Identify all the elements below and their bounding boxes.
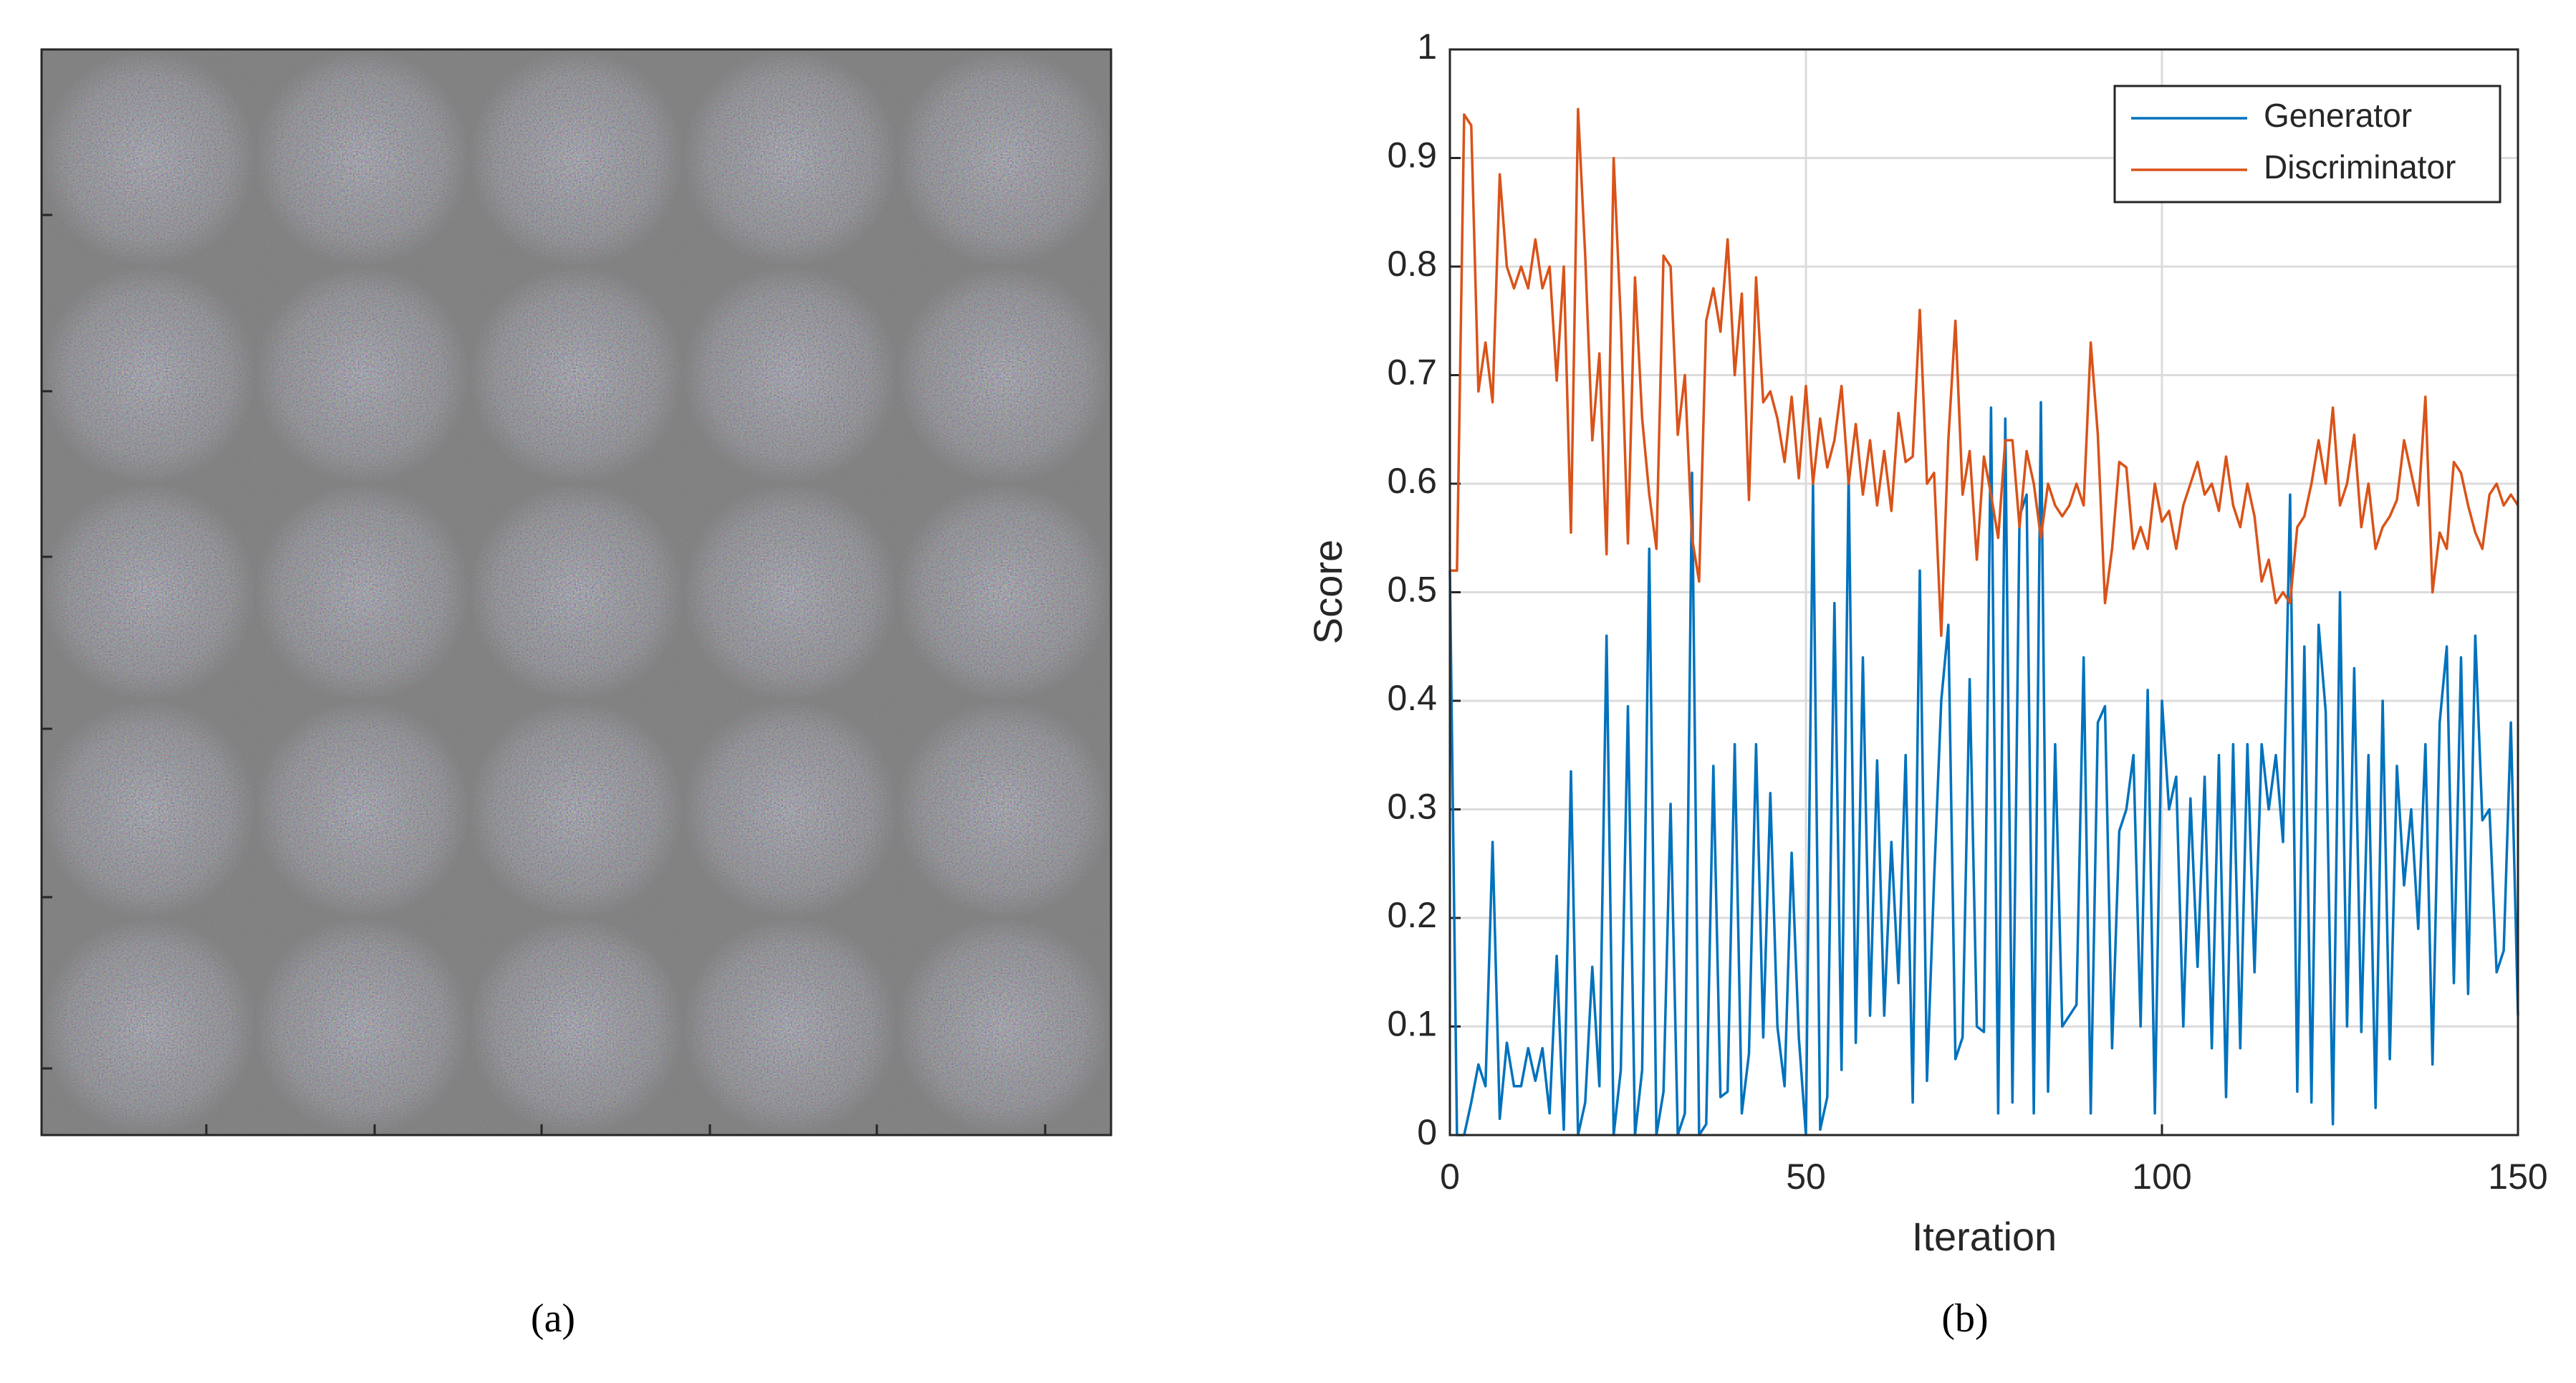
data-line: [1448, 401, 2519, 1136]
y-axis-label: Score: [1305, 540, 1350, 644]
y-tick-label: 0.8: [1387, 244, 1437, 284]
image-ticks: [42, 214, 1047, 1135]
legend: Generator Discriminator: [2113, 85, 2501, 204]
y-tick-label: 0.1: [1387, 1004, 1437, 1044]
y-tick-label: 0.3: [1387, 787, 1437, 827]
x-tick-label: 100: [2132, 1157, 2191, 1197]
axes-frame: [1448, 48, 2519, 1136]
panel-label: (b): [1941, 1296, 1988, 1341]
panel-label: (a): [531, 1296, 575, 1341]
generated-image-panel: [40, 48, 1112, 1136]
x-tick-label: 0: [1440, 1157, 1460, 1197]
y-tick-label: 0.5: [1387, 570, 1437, 610]
y-tick-label: 1: [1417, 27, 1437, 67]
legend-label: Generator: [2264, 97, 2412, 134]
legend-box: [2113, 85, 2501, 204]
x-tick-label: 50: [1786, 1157, 1826, 1197]
data-line: [1450, 107, 2519, 637]
legend-label: Discriminator: [2264, 148, 2456, 186]
y-tick-label: 0: [1417, 1112, 1437, 1152]
image-frame: [40, 48, 1112, 1136]
y-tick-label: 0.2: [1387, 895, 1437, 935]
y-tick-label: 0.4: [1387, 678, 1437, 718]
y-tick-label: 0.6: [1387, 461, 1437, 501]
y-tick-label: 0.9: [1387, 135, 1437, 176]
y-tick-label: 0.7: [1387, 353, 1437, 393]
x-tick-label: 150: [2488, 1157, 2547, 1197]
x-axis-label: Iteration: [1912, 1214, 2057, 1259]
image-noise: [42, 49, 1111, 1135]
